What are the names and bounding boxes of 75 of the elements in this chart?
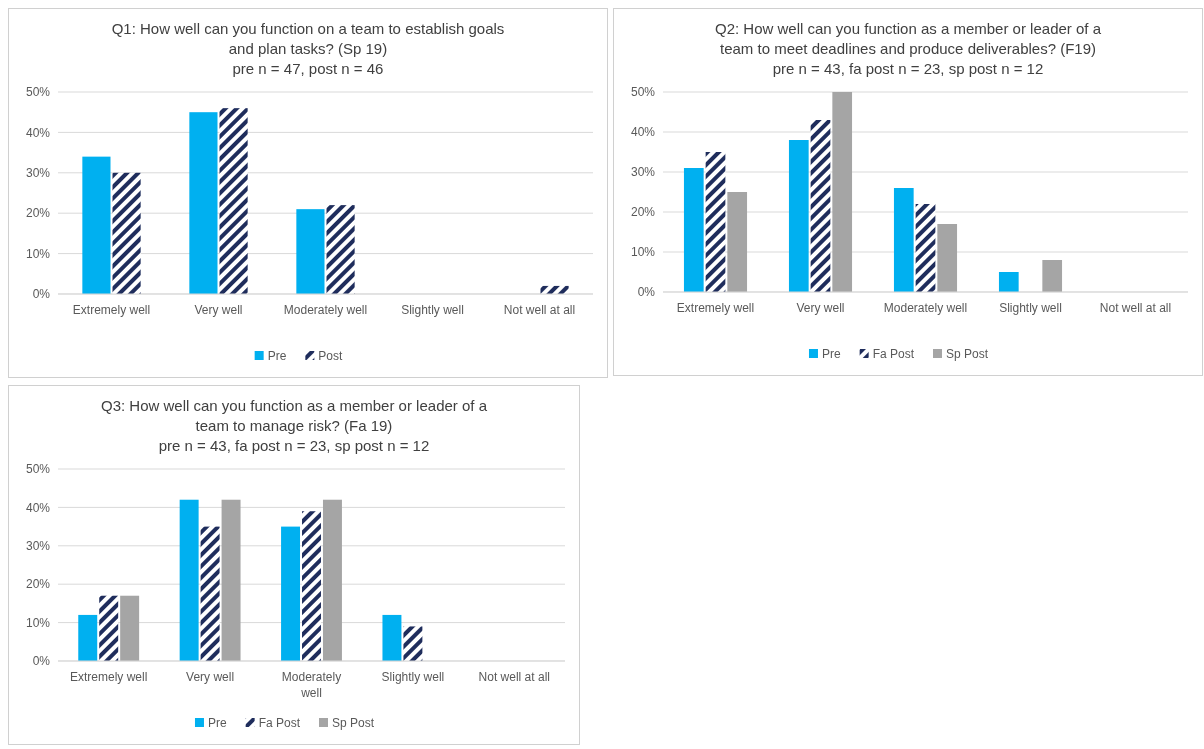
y-tick-label: 50% <box>25 462 51 477</box>
bar <box>78 614 98 661</box>
y-tick-label: 30% <box>25 539 51 553</box>
bar <box>705 152 726 292</box>
bar <box>302 511 321 661</box>
chart-title: Q2: How well can you function as a member or leader of a team to meet deadlines and produce deliverables? (F19) <box>714 20 1102 57</box>
bar <box>998 272 1019 292</box>
bar <box>322 499 342 661</box>
y-tick-label: 0% <box>32 654 51 669</box>
x-tick-label: Slightly well <box>381 670 445 684</box>
y-tick-label: 20% <box>630 205 656 220</box>
bar <box>937 224 958 292</box>
bar <box>683 168 704 292</box>
bar <box>112 172 141 294</box>
chart-subtitle: pre n = 43, fa post n = 23, sp post n = 12 <box>158 437 430 454</box>
x-tick-label: Extremely well <box>72 303 151 317</box>
bar <box>296 209 325 294</box>
legend-label: Pre <box>821 347 841 362</box>
bar <box>810 120 831 292</box>
y-tick-label: 30% <box>25 166 51 180</box>
y-tick-label: 40% <box>630 125 656 140</box>
x-tick-label: Very well <box>796 301 845 315</box>
x-tick-label: Slightly well <box>401 303 464 317</box>
bar <box>403 626 423 661</box>
legend-label: Fa Post <box>258 716 301 731</box>
x-tick-label: Very well <box>186 670 235 684</box>
bar <box>832 92 853 292</box>
bar <box>382 614 402 661</box>
x-tick-label: Extremely well <box>676 301 755 315</box>
x-tick-label: Slightly well <box>999 301 1062 315</box>
bar <box>179 499 199 661</box>
chart-title: Q3: How well can you function as a member or leader of a team to manage risk? (Fa 19) <box>100 397 488 434</box>
bar <box>281 526 301 661</box>
bar <box>788 140 809 292</box>
legend-label: Sp Post <box>946 347 989 362</box>
bar <box>120 595 140 661</box>
y-tick-label: 0% <box>32 287 51 302</box>
y-tick-label: 20% <box>25 577 51 592</box>
chart-subtitle: pre n = 43, fa post n = 23, sp post n = 12 <box>772 60 1044 77</box>
chart-subtitle: pre n = 47, post n = 46 <box>232 60 384 77</box>
x-tick-label: Extremely well <box>70 670 148 684</box>
legend-label: Sp Post <box>332 716 375 731</box>
y-tick-label: 40% <box>25 500 51 515</box>
y-tick-label: 50% <box>25 85 51 100</box>
legend-label: Pre <box>267 349 287 364</box>
bar <box>915 204 936 292</box>
bar <box>219 108 248 294</box>
x-tick-label: Not well at all <box>478 670 550 684</box>
y-tick-label: 20% <box>25 206 51 221</box>
y-tick-label: 0% <box>637 285 656 300</box>
x-tick-label: Not well at all <box>1099 301 1172 315</box>
bar <box>727 192 748 292</box>
x-tick-label: Moderately well <box>283 303 368 317</box>
y-tick-label: 10% <box>25 615 51 630</box>
x-tick-label: Not well at all <box>503 303 576 317</box>
bar <box>99 595 119 661</box>
y-tick-label: 30% <box>630 165 656 180</box>
bar <box>82 156 111 294</box>
y-tick-label: 50% <box>630 85 656 100</box>
bar <box>893 188 914 292</box>
bar <box>189 112 218 294</box>
bar <box>326 205 355 294</box>
legend-label: Post <box>318 349 344 364</box>
legend-label: Fa Post <box>872 347 915 362</box>
legend-label: Pre <box>207 716 227 731</box>
x-tick-label: Very well <box>194 303 243 317</box>
y-tick-label: 10% <box>25 246 51 261</box>
y-tick-label: 10% <box>630 245 656 260</box>
x-tick-label: Moderately well <box>883 301 968 315</box>
chart-title: Q1: How well can you function on a team to establish goals and plan tasks? (Sp 19) <box>111 20 505 57</box>
y-tick-label: 40% <box>25 125 51 140</box>
bar <box>1042 260 1063 292</box>
bar <box>200 526 220 661</box>
bar <box>221 499 241 661</box>
x-tick-label: Moderately well <box>281 670 342 700</box>
